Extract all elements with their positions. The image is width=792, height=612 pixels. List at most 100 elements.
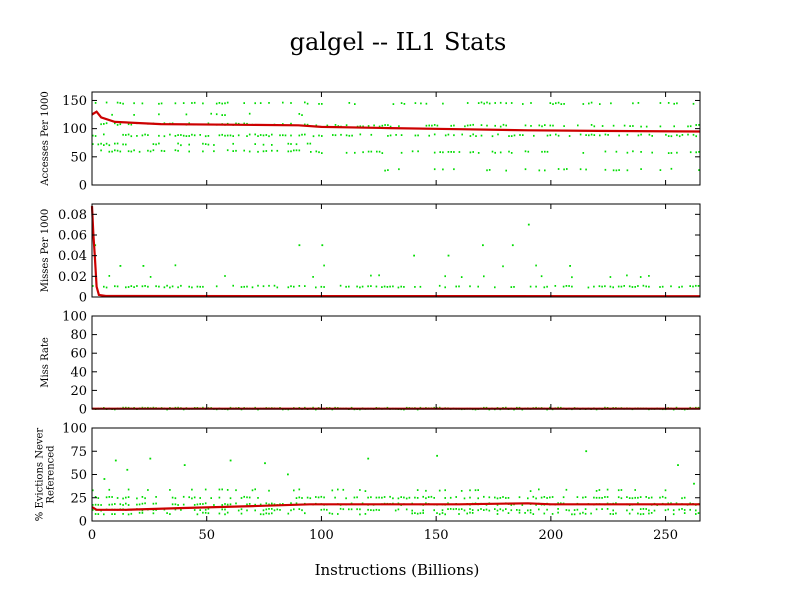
data-point	[202, 511, 204, 514]
data-point	[676, 134, 678, 137]
data-point	[169, 513, 171, 515]
data-point	[147, 149, 149, 152]
data-point	[138, 150, 141, 153]
data-point	[689, 285, 691, 287]
data-point	[667, 152, 670, 154]
data-point	[295, 497, 298, 499]
data-point	[510, 135, 513, 137]
data-point	[262, 150, 265, 153]
y-tick-label: 100	[62, 310, 87, 325]
data-point	[92, 489, 94, 492]
data-point	[376, 150, 378, 153]
data-point	[670, 167, 673, 170]
data-point	[309, 497, 312, 500]
data-point	[403, 496, 405, 499]
data-point	[543, 512, 546, 515]
data-point	[522, 103, 524, 105]
data-point	[160, 102, 163, 105]
data-point	[207, 122, 210, 125]
data-point	[530, 102, 532, 104]
data-point	[262, 134, 265, 137]
misses-points	[92, 223, 700, 289]
data-point	[171, 496, 174, 499]
data-point	[673, 102, 675, 105]
data-point	[259, 102, 262, 104]
data-point	[483, 102, 485, 105]
data-point	[442, 151, 444, 154]
data-point	[628, 285, 631, 288]
data-point	[301, 497, 303, 499]
data-point	[472, 151, 474, 153]
data-point	[609, 276, 612, 278]
data-point	[122, 497, 124, 500]
data-point	[257, 150, 259, 153]
data-point	[416, 489, 419, 491]
data-point	[664, 496, 667, 499]
data-point	[144, 497, 146, 500]
data-point	[141, 134, 144, 137]
data-point	[207, 507, 210, 510]
data-point	[461, 133, 463, 136]
data-point	[689, 151, 692, 154]
data-point	[557, 101, 560, 104]
y-tick-label: 0	[79, 291, 87, 306]
y-tick-label: 20	[70, 384, 87, 399]
data-point	[188, 143, 190, 146]
data-point	[530, 125, 532, 127]
data-point	[188, 496, 190, 499]
data-point	[174, 503, 177, 506]
data-point	[100, 123, 102, 126]
data-point	[673, 125, 675, 128]
data-point	[397, 508, 400, 511]
data-point	[551, 513, 554, 515]
data-point	[510, 286, 513, 288]
data-point	[463, 497, 466, 500]
data-point	[422, 512, 424, 514]
data-point	[529, 509, 532, 511]
misses-y-axis-label: Misses Per 1000	[40, 209, 51, 293]
data-point	[108, 496, 111, 498]
data-point	[243, 122, 245, 125]
data-point	[392, 285, 394, 288]
data-point	[522, 134, 524, 136]
data-point	[650, 496, 653, 499]
data-point	[114, 285, 116, 288]
data-point	[463, 509, 466, 512]
data-point	[108, 488, 111, 491]
data-point	[100, 142, 102, 145]
data-point	[237, 134, 240, 137]
data-point	[103, 513, 105, 516]
data-point	[442, 168, 444, 171]
data-point	[122, 102, 124, 105]
data-point	[389, 134, 392, 137]
data-point	[502, 265, 504, 268]
data-point	[177, 286, 179, 289]
data-point	[351, 134, 353, 137]
data-point	[582, 496, 584, 499]
misses-average-line	[90, 206, 701, 298]
data-point	[298, 149, 301, 152]
data-point	[127, 123, 130, 126]
x-axis-label: Instructions (Billions)	[315, 561, 480, 579]
data-point	[141, 285, 144, 288]
data-point	[695, 509, 697, 512]
data-point	[529, 511, 532, 514]
data-point	[271, 144, 273, 146]
data-point	[538, 169, 541, 172]
data-point	[419, 512, 422, 515]
data-point	[122, 504, 124, 506]
data-point	[629, 125, 631, 127]
data-point	[510, 152, 513, 154]
data-point	[323, 264, 325, 267]
data-point	[155, 285, 157, 288]
data-point	[392, 497, 394, 500]
data-point	[367, 150, 370, 153]
data-point	[213, 144, 215, 146]
data-point	[304, 285, 306, 287]
data-point	[563, 168, 565, 171]
data-point	[108, 275, 111, 277]
data-point	[458, 151, 461, 153]
data-point	[466, 102, 469, 104]
data-point	[566, 168, 568, 170]
data-point	[695, 513, 697, 515]
